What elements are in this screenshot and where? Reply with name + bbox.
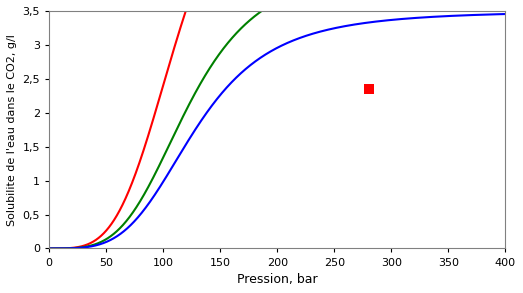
X-axis label: Pression, bar: Pression, bar [237, 273, 317, 286]
Y-axis label: Solubilite de l'eau dans le CO2, g/l: Solubilite de l'eau dans le CO2, g/l [7, 34, 17, 226]
